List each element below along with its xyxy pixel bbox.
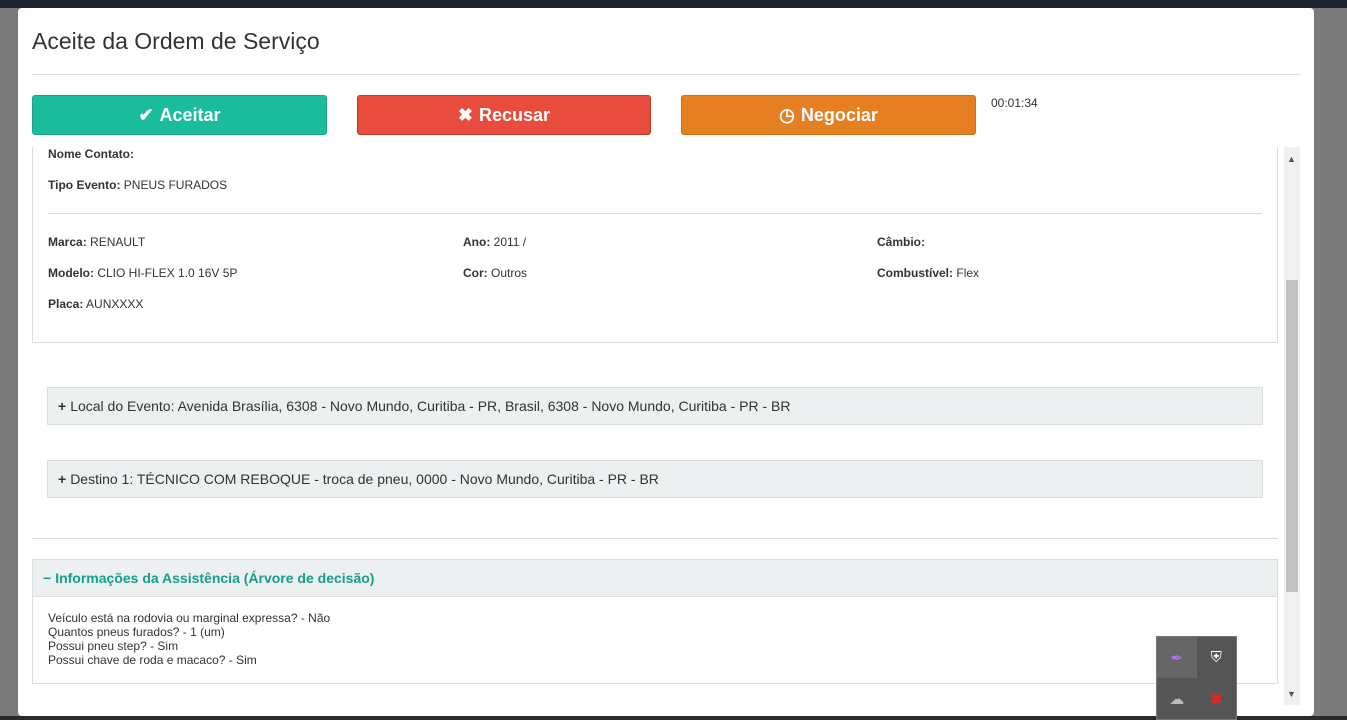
- negotiate-button[interactable]: ◷ Negociar: [681, 95, 976, 135]
- divider: [48, 213, 1262, 214]
- system-tray-popup: ✒ ⛨ ☁ ✖: [1156, 636, 1237, 720]
- vehicle-card: Nome Contato: Tipo Evento: PNEUS FURADOS…: [32, 147, 1278, 343]
- taskbar-edge: [0, 716, 1347, 720]
- field-nome-contato: Nome Contato:: [48, 147, 134, 161]
- countdown-timer: 00:01:34: [991, 96, 1038, 110]
- x-icon: ✖: [457, 104, 474, 125]
- scroll-down-arrow-icon[interactable]: ▼: [1287, 689, 1296, 699]
- field-modelo: Modelo: CLIO HI-FLEX 1.0 16V 5P: [48, 266, 238, 280]
- assistance-line: Quantos pneus furados? - 1 (um): [48, 625, 225, 639]
- field-tipo-evento: Tipo Evento: PNEUS FURADOS: [48, 178, 228, 192]
- field-marca: Marca: RENAULT: [48, 235, 146, 249]
- check-icon: ✔: [138, 104, 154, 125]
- assistance-line: Possui pneu step? - Sim: [48, 639, 179, 653]
- assistance-line: Veículo está na rodovia ou marginal expr…: [48, 611, 331, 625]
- modal-scroll-content: Nome Contato: Tipo Evento: PNEUS FURADOS…: [32, 147, 1300, 705]
- field-combustivel: Combustível: Flex: [877, 266, 980, 280]
- scroll-up-arrow-icon[interactable]: ▲: [1287, 154, 1296, 164]
- refuse-label: Recusar: [479, 104, 551, 125]
- field-cambio: Câmbio:: [877, 235, 925, 249]
- assistance-body: Veículo está na rodovia ou marginal expr…: [33, 597, 1277, 681]
- accordion-label: Destino 1: TÉCNICO COM REBOQUE - troca d…: [70, 471, 659, 487]
- plus-icon: +: [58, 471, 67, 487]
- modal-title: Aceite da Ordem de Serviço: [32, 28, 320, 54]
- cloud-off-icon[interactable]: ☁: [1169, 690, 1185, 708]
- background-navbar: [0, 0, 1347, 8]
- service-order-modal: Aceite da Ordem de Serviço ✔ Aceitar ✖ Rec…: [18, 8, 1314, 716]
- field-ano: Ano: 2011 /: [463, 235, 527, 249]
- shield-warning-icon[interactable]: ⛨: [1210, 649, 1222, 666]
- accept-button[interactable]: ✔ Aceitar: [32, 95, 327, 135]
- scrollbar-thumb[interactable]: [1286, 280, 1298, 592]
- accordion-destino[interactable]: + Destino 1: TÉCNICO COM REBOQUE - troca …: [47, 460, 1263, 498]
- refuse-button[interactable]: ✖ Recusar: [357, 95, 651, 135]
- accordion-label: Local do Evento: Avenida Brasília, 6308 …: [70, 398, 791, 414]
- accept-label: Aceitar: [159, 104, 221, 125]
- accordion-local-evento[interactable]: + Local do Evento: Avenida Brasília, 6308…: [47, 387, 1263, 425]
- assistance-header[interactable]: − Informações da Assistência (Árvore de d…: [33, 560, 1277, 597]
- plus-icon: +: [58, 398, 67, 414]
- assistance-title: Informações da Assistência (Árvore de de…: [55, 570, 375, 586]
- clock-icon: ◷: [779, 104, 795, 125]
- field-placa: Placa: AUNXXXX: [48, 297, 144, 311]
- field-cor: Cor: Outros: [463, 266, 528, 280]
- assistance-panel: − Informações da Assistência (Árvore de d…: [32, 559, 1278, 684]
- phone-disconnected-icon[interactable]: ✖: [1209, 690, 1223, 708]
- assistance-line: Possui chave de roda e macaco? - Sim: [48, 653, 257, 667]
- divider: [32, 538, 1278, 539]
- divider: [32, 74, 1300, 75]
- minus-icon: −: [43, 570, 52, 586]
- feather-icon[interactable]: ✒: [1157, 637, 1197, 678]
- negotiate-label: Negociar: [800, 104, 878, 125]
